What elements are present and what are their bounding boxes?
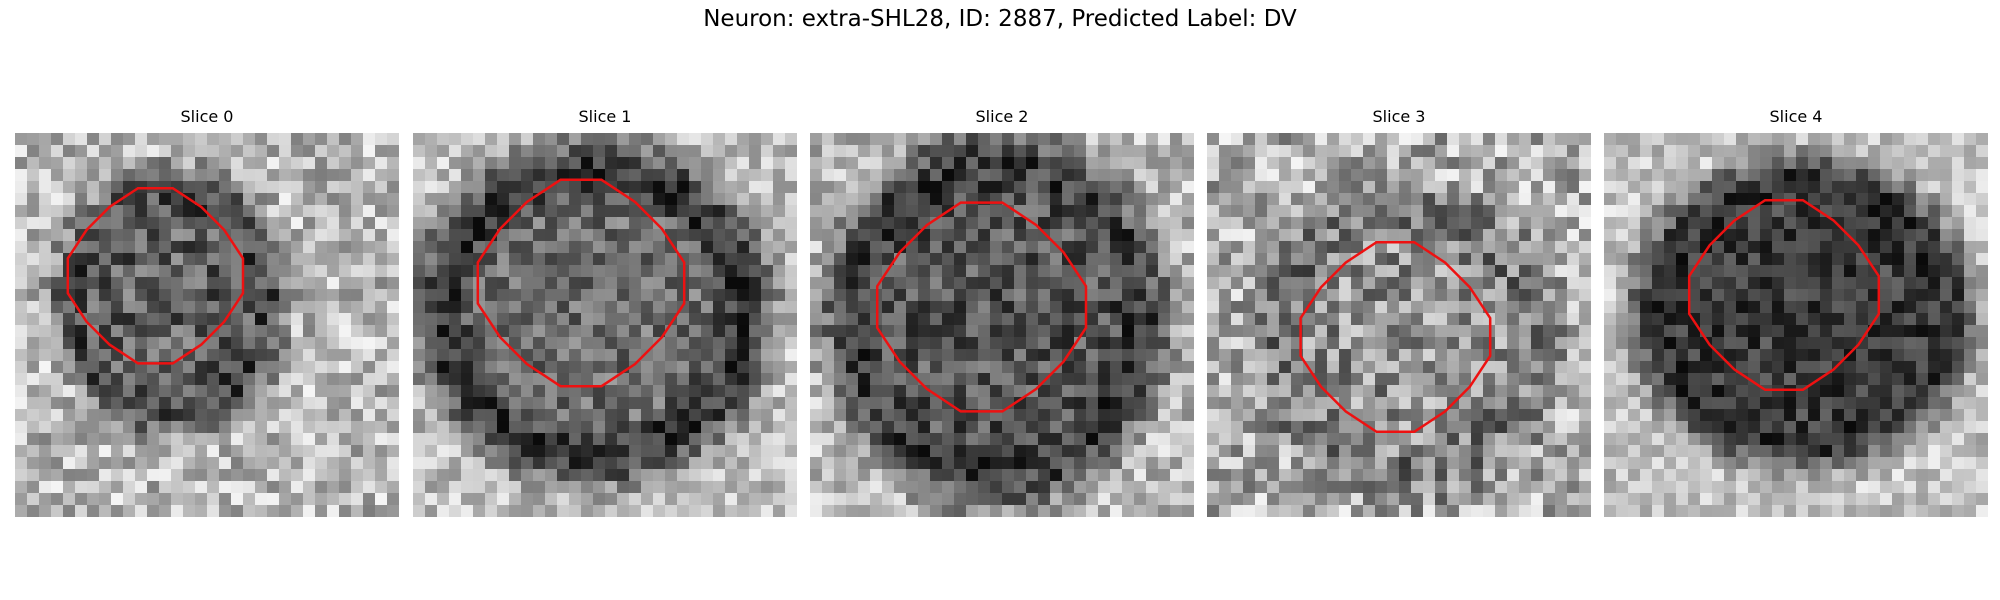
slice-title: Slice 0: [180, 107, 234, 126]
slice-panel: Slice 4: [1604, 107, 1988, 517]
slice-panel: Slice 2: [810, 107, 1194, 517]
microscopy-image: [1207, 133, 1591, 517]
microscopy-image: [15, 133, 399, 517]
slice-title: Slice 2: [975, 107, 1029, 126]
slice-title: Slice 1: [578, 107, 632, 126]
slice-panel: Slice 0: [15, 107, 399, 517]
contour-outline: [875, 201, 1088, 413]
slice-title: Slice 4: [1769, 107, 1823, 126]
neuron-contour: [66, 186, 245, 365]
slice-panel: Slice 3: [1207, 107, 1591, 517]
contour-outline: [1299, 240, 1492, 434]
slice-title: Slice 3: [1372, 107, 1426, 126]
contour-outline: [1687, 198, 1881, 392]
microscopy-image: [1604, 133, 1988, 517]
neuron-contour: [1299, 240, 1492, 434]
slice-panel: Slice 1: [413, 107, 797, 517]
microscopy-image: [413, 133, 797, 517]
contour-outline: [66, 186, 245, 365]
figure-title: Neuron: extra-SHL28, ID: 2887, Predicted…: [703, 6, 1297, 32]
neuron-contour: [875, 201, 1088, 413]
neuron-contour: [1687, 198, 1881, 392]
contour-outline: [476, 178, 686, 388]
microscopy-image: [810, 133, 1194, 517]
neuron-contour: [476, 178, 686, 388]
